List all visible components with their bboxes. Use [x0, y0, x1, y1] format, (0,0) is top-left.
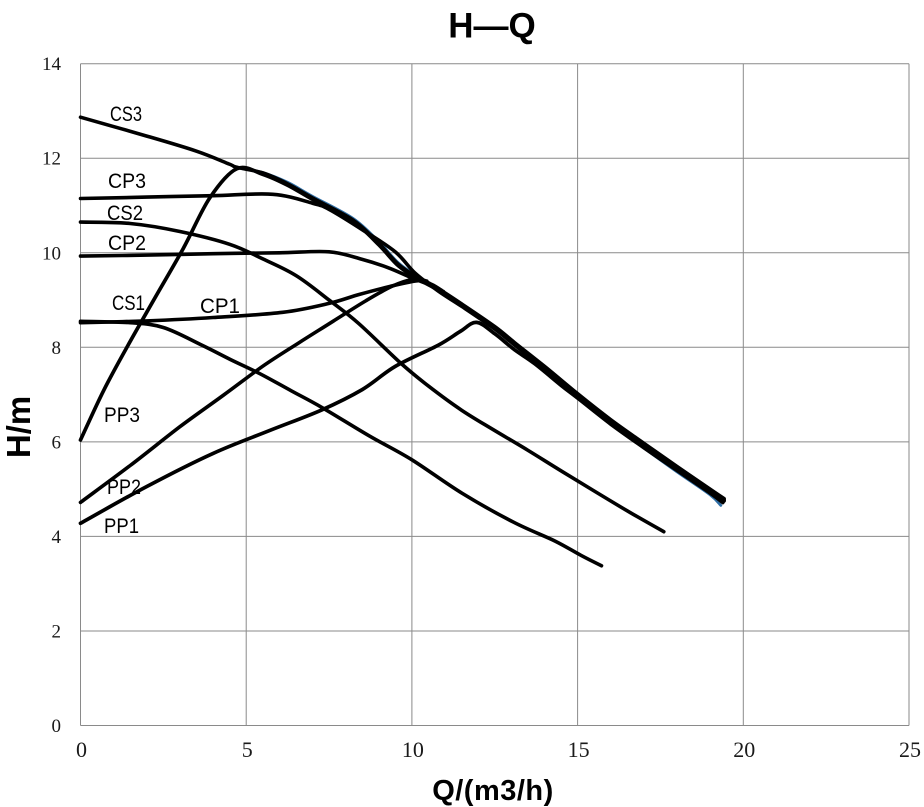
svg-text:CS3: CS3 [110, 103, 142, 126]
svg-text:CS2: CS2 [107, 202, 143, 225]
svg-text:6: 6 [52, 432, 62, 453]
svg-text:0: 0 [76, 737, 87, 762]
svg-text:12: 12 [42, 149, 61, 170]
svg-text:PP2: PP2 [107, 476, 141, 499]
svg-text:2: 2 [52, 622, 62, 643]
svg-text:10: 10 [42, 243, 61, 264]
svg-text:10: 10 [402, 737, 424, 762]
svg-text:H—Q: H—Q [448, 7, 536, 46]
svg-text:14: 14 [42, 54, 62, 75]
svg-text:4: 4 [52, 527, 62, 548]
svg-text:CP2: CP2 [108, 232, 146, 255]
svg-text:PP1: PP1 [104, 515, 139, 538]
svg-text:25: 25 [899, 737, 921, 762]
svg-text:0: 0 [52, 716, 62, 737]
svg-text:H/m: H/m [0, 396, 37, 458]
svg-text:15: 15 [568, 737, 590, 762]
svg-text:8: 8 [52, 338, 62, 359]
svg-text:Q/(m3/h): Q/(m3/h) [432, 775, 554, 807]
svg-text:5: 5 [242, 737, 253, 762]
svg-text:CP3: CP3 [108, 170, 146, 193]
svg-text:PP3: PP3 [104, 404, 140, 427]
svg-text:CS1: CS1 [112, 292, 145, 315]
svg-text:CP1: CP1 [200, 295, 240, 318]
svg-text:20: 20 [733, 737, 755, 762]
